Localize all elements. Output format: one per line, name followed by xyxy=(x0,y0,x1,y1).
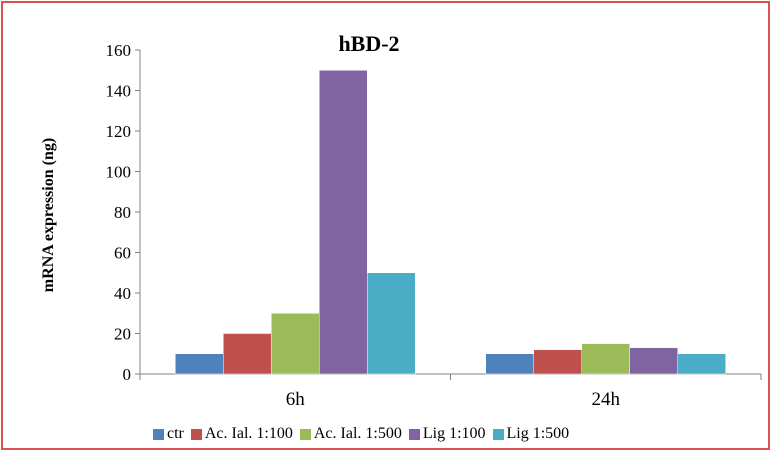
plot-area: 0 20 40 60 80 100 120 140 160 6h 24h xyxy=(106,41,762,410)
bar-chart: hBD-2 mRNA expression (ng) 0 20 40 60 80 100 1… xyxy=(40,31,762,410)
y-tick-label: 120 xyxy=(106,122,132,141)
legend-swatch xyxy=(408,428,420,440)
bar xyxy=(271,313,320,375)
y-tick-label: 20 xyxy=(114,325,131,344)
y-tick-label: 100 xyxy=(106,163,132,182)
legend-label: Lig 1:500 xyxy=(506,425,570,442)
x-tick-label: 24h xyxy=(592,389,621,410)
legend-item: Ac. Ial. 1:100 xyxy=(190,425,293,443)
legend-swatch xyxy=(492,428,504,440)
bar xyxy=(367,272,416,375)
legend-swatch xyxy=(190,428,202,440)
y-tick-label: 0 xyxy=(123,365,132,384)
bar xyxy=(581,343,630,375)
bar xyxy=(677,353,726,375)
y-tick-label: 140 xyxy=(106,82,132,101)
y-tick-label: 40 xyxy=(114,284,131,303)
legend-swatch xyxy=(153,428,164,440)
y-tick-label: 80 xyxy=(114,203,131,222)
y-tick-label: 60 xyxy=(114,244,131,263)
legend-label: Lig 1:100 xyxy=(422,425,486,442)
x-tick-label: 6h xyxy=(286,389,306,410)
bar xyxy=(533,349,582,375)
bar xyxy=(485,353,534,375)
y-axis-label: mRNA expression (ng) xyxy=(40,138,57,292)
bar xyxy=(175,353,224,375)
bar xyxy=(319,70,368,375)
legend-swatch xyxy=(299,428,311,440)
chart-frame: hBD-2 mRNA expression (ng) 0 20 40 60 80 100 1… xyxy=(1,1,770,450)
y-tick-label: 160 xyxy=(106,41,132,60)
legend: ctr Ac. Ial. 1:100 Ac. Ial. 1:500 Lig 1:100… xyxy=(153,423,569,445)
chart-title: hBD-2 xyxy=(338,31,399,56)
legend-item: Lig 1:500 xyxy=(492,425,570,443)
bar xyxy=(223,333,272,375)
legend-item: Lig 1:100 xyxy=(408,425,486,443)
legend-item: Ac. Ial. 1:500 xyxy=(299,425,402,443)
legend-item: ctr xyxy=(153,425,184,443)
bar xyxy=(629,347,678,375)
legend-label: ctr xyxy=(167,425,184,442)
legend-label: Ac. Ial. 1:100 xyxy=(204,425,293,442)
legend-label: Ac. Ial. 1:500 xyxy=(313,425,402,442)
